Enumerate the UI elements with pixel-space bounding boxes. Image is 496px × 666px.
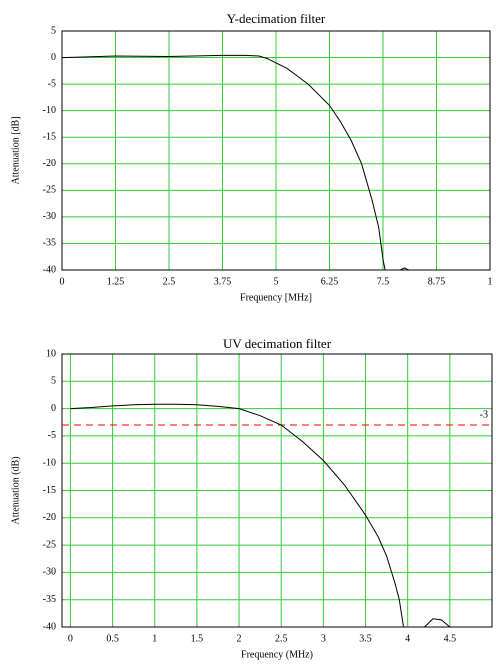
x-tick-label: 8.75	[428, 276, 446, 287]
x-tick-label: 2	[237, 633, 242, 644]
y-tick-label: -40	[43, 621, 56, 632]
reference-label: -3	[480, 409, 488, 420]
x-tick-label: 1	[152, 633, 157, 644]
x-tick-label: 3	[321, 633, 326, 644]
x-tick-label: 1	[488, 276, 493, 287]
x-tick-label: 2.5	[275, 633, 288, 644]
plot-border	[61, 30, 491, 271]
y-tick-label: -15	[43, 485, 56, 496]
y-axis-label: Attenuation [dB]	[10, 116, 21, 184]
y-tick-label: -30	[43, 567, 56, 578]
y-tick-label: 0	[51, 403, 56, 414]
y-axis-label: Attenuation (dB)	[10, 456, 21, 524]
x-tick-label: 4.5	[444, 633, 457, 644]
data-line	[61, 54, 409, 271]
x-tick-label: 0	[60, 276, 65, 287]
chart-title: UV decimation filter	[223, 336, 332, 351]
y-tick-label: -20	[43, 512, 56, 523]
y-tick-label: 5	[51, 376, 56, 387]
x-tick-label: 1.5	[191, 633, 204, 644]
x-tick-label: 7.5	[377, 276, 390, 287]
y-tick-label: -35	[43, 238, 56, 249]
x-tick-label: 3.75	[214, 276, 232, 287]
y-tick-label: -5	[48, 430, 56, 441]
y-tick-label: -30	[43, 211, 56, 222]
y-tick-label: -40	[43, 264, 56, 275]
x-tick-label: 0.5	[106, 633, 119, 644]
y-tick-label: 0	[51, 52, 56, 63]
x-tick-label: 1.25	[107, 276, 125, 287]
x-tick-label: 6.25	[321, 276, 339, 287]
y-tick-label: -5	[48, 78, 56, 89]
data-line	[70, 403, 451, 628]
y-tick-label: -20	[43, 158, 56, 169]
y-tick-label: -25	[43, 539, 56, 550]
x-tick-label: 5	[274, 276, 279, 287]
plot-border	[61, 353, 493, 628]
y-tick-label: -15	[43, 132, 56, 143]
x-tick-label: 2.5	[163, 276, 176, 287]
y-tick-label: 5	[51, 25, 56, 36]
x-axis-label: Frequency (MHz)	[241, 649, 313, 660]
y-tick-label: -10	[43, 457, 56, 468]
x-tick-label: 4	[405, 633, 410, 644]
x-tick-label: 3.5	[359, 633, 372, 644]
y-tick-label: 10	[46, 348, 56, 359]
chart-title: Y-decimation filter	[227, 11, 326, 26]
x-tick-label: 0	[68, 633, 73, 644]
y-tick-label: -35	[43, 594, 56, 605]
y-tick-label: -25	[43, 185, 56, 196]
x-axis-label: Frequency [MHz]	[240, 292, 312, 303]
y-tick-label: -10	[43, 105, 56, 116]
